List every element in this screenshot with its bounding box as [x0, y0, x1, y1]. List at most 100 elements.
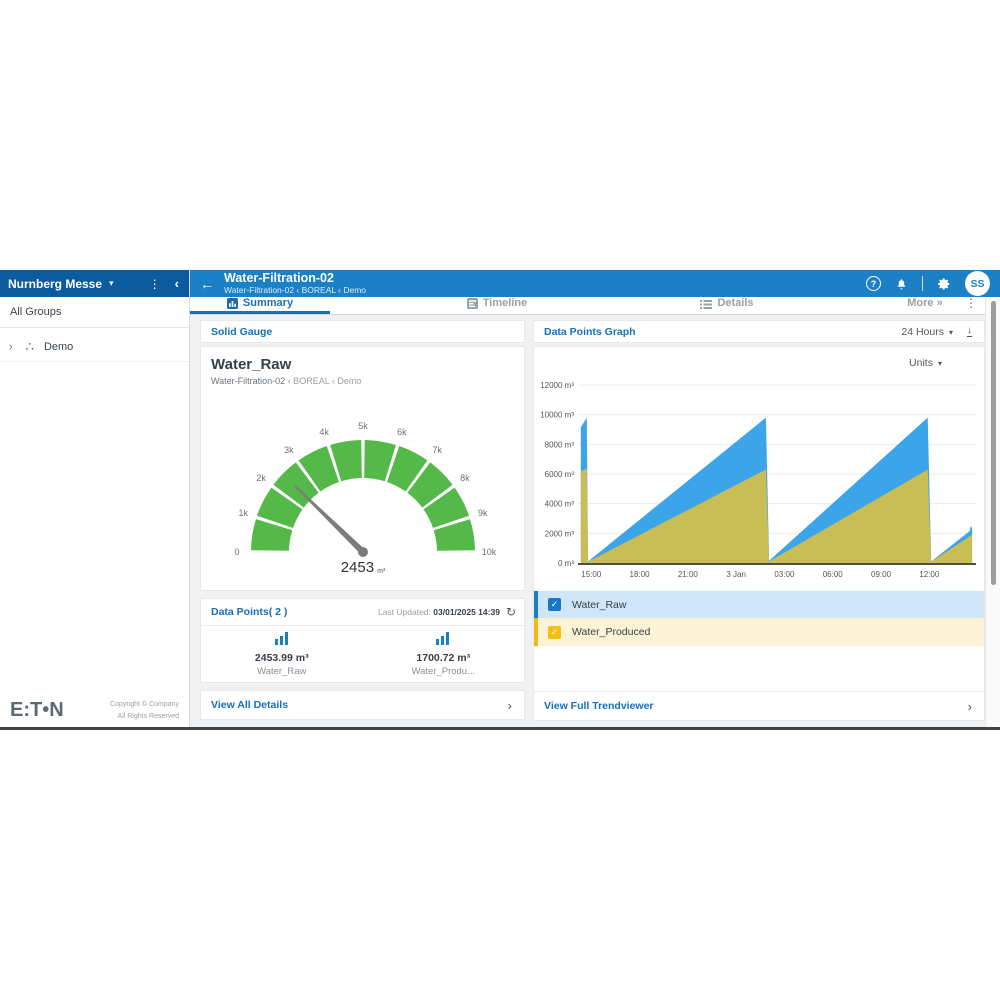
svg-text:09:00: 09:00 — [871, 570, 892, 579]
solid-gauge-title: Solid Gauge — [211, 325, 273, 338]
download-icon[interactable]: ↓ — [967, 325, 972, 337]
chevron-right-icon[interactable]: › — [967, 698, 972, 714]
svg-text:3 Jan: 3 Jan — [726, 570, 746, 579]
svg-text:6k: 6k — [397, 427, 407, 437]
svg-text:12:00: 12:00 — [919, 570, 940, 579]
gauge-breadcrumb-device: Water-Filtration-02 — [211, 376, 286, 386]
datapoints-stats: 2453.99 m³ Water_Raw 1700.72 m³ Water_Pr… — [201, 626, 524, 677]
svg-text:2k: 2k — [256, 473, 266, 483]
view-all-details-link[interactable]: View All Details — [211, 699, 289, 711]
gauge-breadcrumb: Water-Filtration-02 ‹ BOREAL ‹ Demo — [201, 373, 524, 386]
all-groups-label[interactable]: All Groups — [0, 297, 189, 328]
svg-text:0 m³: 0 m³ — [558, 559, 574, 568]
sidebar-kebab-icon[interactable]: ⋮ — [148, 276, 161, 291]
copyright: Copyright © Company All Rights Reserved — [110, 699, 179, 721]
svg-text:6000 m³: 6000 m³ — [545, 470, 575, 479]
legend-color-bar — [534, 591, 538, 618]
help-icon[interactable]: ? — [866, 276, 881, 291]
svg-text:8k: 8k — [460, 473, 470, 483]
datapoint-value: 1700.72 m³ — [416, 652, 471, 664]
svg-text:03:00: 03:00 — [774, 570, 795, 579]
app-window: ← Water-Filtration-02 Water-Filtration-0… — [0, 270, 1000, 730]
datapoints-card-header: Data Points( 2 ) Last Updated: 03/01/202… — [201, 599, 524, 626]
datapoints-card: Data Points( 2 ) Last Updated: 03/01/202… — [200, 598, 525, 683]
tab-timeline[interactable]: Timeline — [437, 288, 557, 314]
chevron-down-icon: ▾ — [937, 359, 942, 368]
header-divider — [922, 276, 923, 291]
view-full-trendviewer-row[interactable]: View Full Trendviewer › — [534, 691, 984, 720]
tab-details[interactable]: Details — [667, 288, 787, 314]
tree-item-demo[interactable]: › ∴ Demo — [0, 332, 189, 362]
breadcrumb: Water-Filtration-02 ‹ BOREAL ‹ Demo — [224, 285, 367, 295]
vertical-scrollbar[interactable] — [985, 297, 1000, 727]
legend-label-produced: Water_Produced — [572, 626, 651, 638]
solid-gauge-card-header: Solid Gauge — [200, 320, 525, 343]
datapoint-item-produced[interactable]: 1700.72 m³ Water_Produ... — [363, 626, 525, 677]
svg-text:10k: 10k — [482, 547, 497, 557]
last-updated-value: 03/01/2025 14:39 — [433, 607, 500, 617]
scrollbar-thumb[interactable] — [991, 301, 996, 585]
datapoints-title: Data Points( 2 ) — [211, 606, 288, 618]
sidebar-collapse-icon[interactable]: ‹ — [174, 276, 179, 291]
legend-label-raw: Water_Raw — [572, 598, 627, 611]
avatar[interactable]: SS — [965, 271, 990, 296]
view-all-details-row[interactable]: View All Details › — [200, 690, 525, 720]
tab-details-label: Details — [717, 297, 754, 309]
legend-row-raw[interactable]: ✓ Water_Raw — [534, 591, 984, 618]
copyright-line2: All Rights Reserved — [117, 712, 179, 720]
units-dropdown[interactable]: Units ▾ — [909, 357, 942, 369]
chevron-right-icon[interactable]: › — [507, 697, 512, 713]
back-button[interactable]: ← — [200, 275, 214, 292]
gauge-datapoint-title: Water_Raw — [211, 356, 292, 373]
settings-gear-icon[interactable] — [937, 277, 951, 291]
svg-text:15:00: 15:00 — [581, 570, 602, 579]
eaton-logo: E:T•N — [10, 699, 64, 721]
header-icons: ? SS — [866, 271, 1000, 296]
sidebar-header: Nurnberg Messe ▾ ⋮ ‹ — [0, 270, 189, 297]
svg-text:18:00: 18:00 — [630, 570, 651, 579]
view-full-trendviewer-link[interactable]: View Full Trendviewer — [544, 700, 654, 712]
tab-overflow-kebab-icon[interactable]: ⋮ — [965, 296, 977, 310]
tab-timeline-label: Timeline — [482, 297, 528, 309]
svg-text:7k: 7k — [432, 445, 442, 455]
tab-more[interactable]: More » — [888, 288, 962, 314]
gauge-breadcrumb-rest: ‹ BOREAL ‹ Demo — [285, 376, 362, 386]
last-updated: Last Updated: 03/01/2025 14:39 — [377, 607, 500, 617]
org-caret-icon[interactable]: ▾ — [109, 278, 114, 288]
datapoint-value: 2453.99 m³ — [254, 652, 309, 664]
graph-card-title: Data Points Graph — [544, 325, 636, 338]
svg-text:4000 m³: 4000 m³ — [545, 500, 575, 509]
svg-text:4k: 4k — [319, 427, 329, 437]
datapoint-name: Water_Raw — [257, 666, 307, 677]
notifications-bell-icon[interactable] — [895, 277, 908, 291]
solid-gauge-dial: 0 1k 2k 3k 4k 5k 6k 7k 8k 9k 10k 2453 m³ — [234, 421, 497, 576]
summary-chart-icon — [226, 298, 238, 309]
tab-more-label: More » — [907, 297, 943, 309]
solid-gauge-card: Water_Raw Water-Filtration-02 ‹ BOREAL ‹… — [200, 346, 525, 591]
tab-summary[interactable]: Summary — [190, 288, 330, 314]
svg-text:5k: 5k — [358, 421, 368, 431]
svg-text:9k: 9k — [478, 508, 488, 518]
datapoint-item-raw[interactable]: 2453.99 m³ Water_Raw — [201, 626, 363, 677]
tab-summary-label: Summary — [242, 297, 294, 309]
legend-row-produced[interactable]: ✓ Water_Produced — [534, 618, 984, 646]
graph-card-header: Data Points Graph 24 Hours ▾ ↓ — [533, 320, 985, 343]
chevron-down-icon: ▾ — [948, 327, 953, 337]
bar-chart-icon — [436, 632, 450, 645]
legend-color-bar — [534, 618, 538, 646]
refresh-icon[interactable]: ↻ — [505, 605, 516, 619]
range-dropdown[interactable]: 24 Hours ▾ — [901, 325, 953, 338]
main-header: ← Water-Filtration-02 Water-Filtration-0… — [190, 270, 1000, 297]
svg-text:1k: 1k — [238, 508, 248, 518]
copyright-line1: Copyright © Company — [110, 701, 179, 709]
tree-expand-icon[interactable]: › — [9, 340, 13, 353]
graph-card: Units ▾ 0 m³ 2000 m³ 4000 m³ 6000 m³ 8000 m³ 1… — [533, 346, 985, 721]
checkbox-raw[interactable]: ✓ — [548, 598, 561, 611]
checkbox-produced[interactable]: ✓ — [548, 625, 561, 639]
org-selector[interactable]: Nurnberg Messe — [8, 276, 103, 291]
datapoint-name: Water_Produ... — [411, 666, 476, 677]
sidebar-footer: E:T•N Copyright © Company All Rights Res… — [0, 699, 189, 722]
timeline-icon — [466, 298, 478, 309]
svg-text:8000 m³: 8000 m³ — [545, 440, 575, 449]
